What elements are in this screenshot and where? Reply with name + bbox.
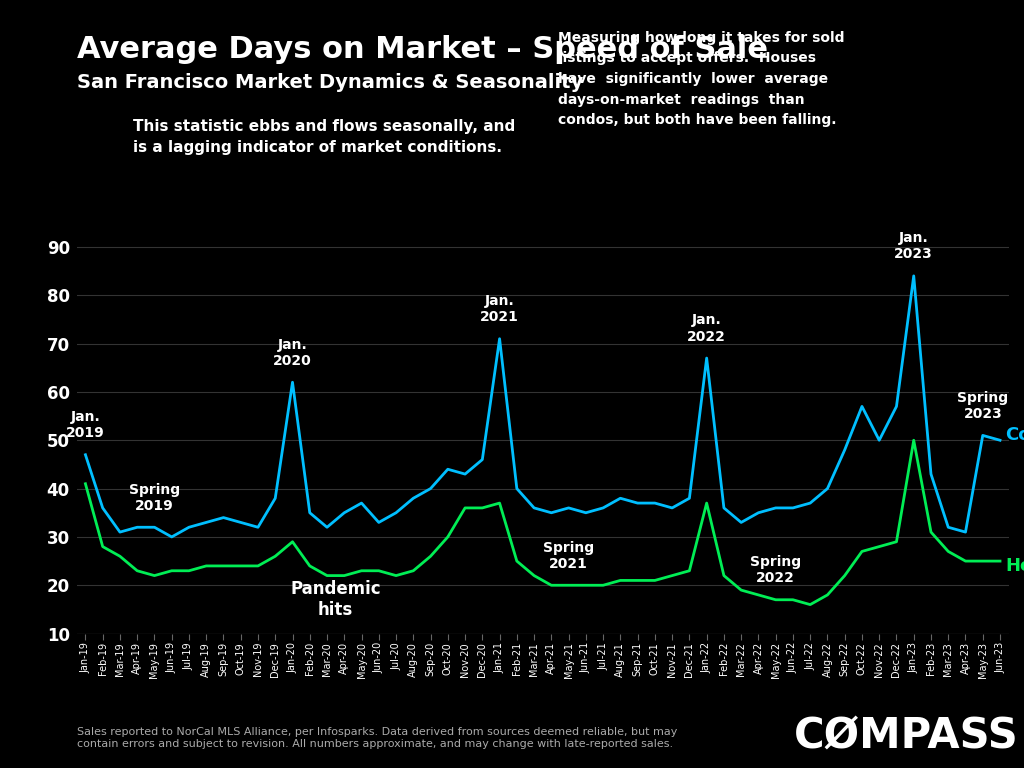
Text: Pandemic
hits: Pandemic hits (291, 581, 381, 619)
Text: Jan.
2019: Jan. 2019 (67, 410, 104, 440)
Text: Sales reported to NorCal MLS Alliance, per Infosparks. Data derived from sources: Sales reported to NorCal MLS Alliance, p… (77, 727, 677, 749)
Text: San Francisco Market Dynamics & Seasonality: San Francisco Market Dynamics & Seasonal… (77, 73, 583, 92)
Text: CØMPASS: CØMPASS (794, 714, 1018, 756)
Text: Jan.
2023: Jan. 2023 (894, 231, 933, 261)
Text: Average Days on Market – Speed of Sale: Average Days on Market – Speed of Sale (77, 35, 768, 64)
Text: Jan.
2020: Jan. 2020 (273, 338, 312, 368)
Text: This statistic ebbs and flows seasonally, and
is a lagging indicator of market c: This statistic ebbs and flows seasonally… (133, 119, 515, 155)
Text: Jan.
2021: Jan. 2021 (480, 294, 519, 324)
Text: Measuring how long it takes for sold
listings to accept offers.  Houses
have  si: Measuring how long it takes for sold lis… (558, 31, 845, 127)
Text: Spring
2021: Spring 2021 (543, 541, 594, 571)
Text: Spring
2019: Spring 2019 (129, 482, 180, 513)
Text: Spring
2023: Spring 2023 (957, 391, 1009, 421)
Text: Spring
2022: Spring 2022 (751, 555, 801, 585)
Text: Condos: Condos (1006, 426, 1024, 445)
Text: Jan.
2022: Jan. 2022 (687, 313, 726, 343)
Text: Houses: Houses (1006, 557, 1024, 575)
